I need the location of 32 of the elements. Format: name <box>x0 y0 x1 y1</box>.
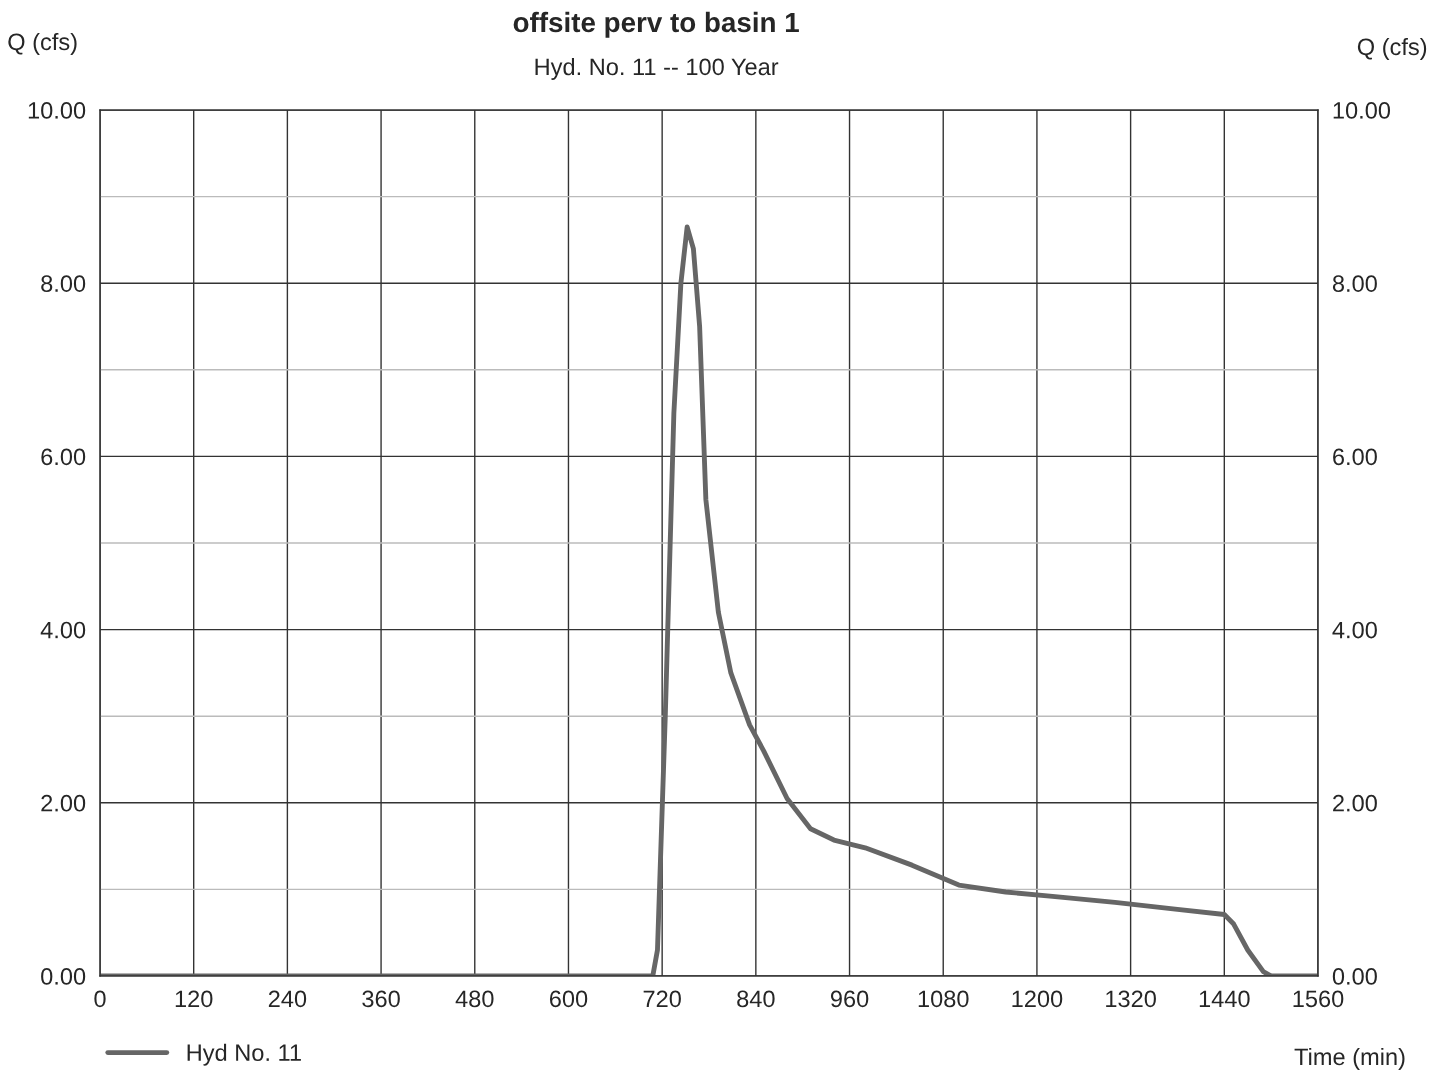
x-tick-label: 1440 <box>1199 990 1250 1008</box>
x-tick-label: 360 <box>362 990 400 1008</box>
x-tick-label: 600 <box>549 990 588 1008</box>
y-tick-label: 4.00 <box>40 621 86 639</box>
y2-tick-label: 8.00 <box>1332 275 1377 292</box>
x-tick-label: 720 <box>643 990 681 1008</box>
legend-label: Hyd No. 11 <box>187 1043 301 1066</box>
x-axis-title: Time (min) <box>1294 1047 1405 1070</box>
y2-axis-title: Q (cfs) <box>1357 37 1427 60</box>
y2-tick-label: 2.00 <box>1333 794 1377 812</box>
y-tick-label: 6.00 <box>41 448 86 466</box>
x-tick-label: 840 <box>737 990 775 1008</box>
x-tick-label: 1080 <box>918 990 969 1008</box>
x-tick-label: 1320 <box>1106 990 1156 1008</box>
y2-tick-label: 0.00 <box>1332 968 1377 985</box>
x-tick-label: 1560 <box>1293 990 1344 1008</box>
y2-tick-label: 4.00 <box>1332 621 1377 639</box>
y-tick-label: 8.00 <box>41 275 86 292</box>
y-tick-label: 10.00 <box>28 102 86 119</box>
x-tick-label: 240 <box>268 990 307 1008</box>
x-tick-label: 1200 <box>1012 990 1063 1008</box>
y-tick-label: 2.00 <box>41 794 86 812</box>
y-tick-label: 0.00 <box>41 968 86 985</box>
y2-tick-label: 10.00 <box>1333 102 1391 119</box>
y2-tick-label: 6.00 <box>1333 448 1377 466</box>
x-tick-label: 960 <box>830 990 869 1008</box>
x-tick-label: 120 <box>175 990 213 1008</box>
chart-title: offsite perv to basin 1 <box>513 11 799 38</box>
chart-subtitle: Hyd. No. 11 -- 100 Year <box>535 57 779 80</box>
x-tick-label: 480 <box>455 990 494 1008</box>
y-axis-title: Q (cfs) <box>8 32 77 55</box>
x-tick-label: 0 <box>94 990 106 1008</box>
